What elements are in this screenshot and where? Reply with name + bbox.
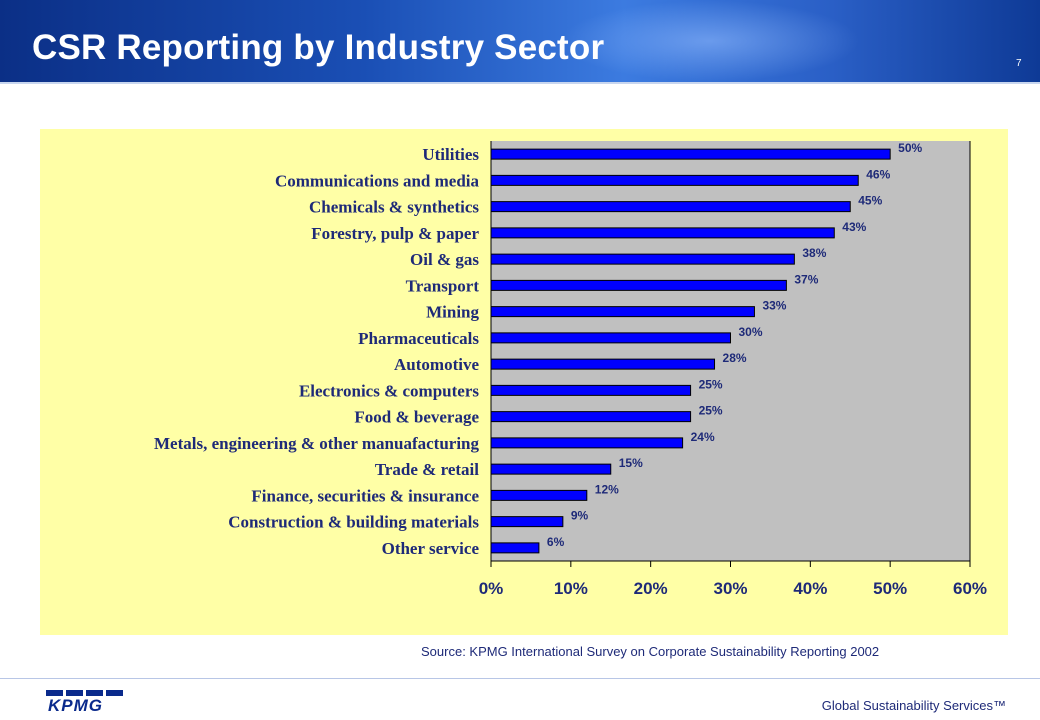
data-label: 28% bbox=[723, 351, 747, 365]
category-label: Food & beverage bbox=[354, 408, 479, 427]
bar bbox=[490, 542, 540, 554]
data-label: 24% bbox=[691, 430, 715, 444]
bar bbox=[490, 332, 731, 344]
data-label: 12% bbox=[595, 482, 619, 496]
data-label: 33% bbox=[762, 299, 786, 313]
source-note: Source: KPMG International Survey on Cor… bbox=[421, 644, 880, 659]
bar bbox=[490, 516, 564, 528]
x-tick-label: 0% bbox=[479, 579, 504, 598]
category-label: Transport bbox=[406, 276, 480, 295]
category-label: Automotive bbox=[394, 355, 479, 374]
chart-panel: 50% Utilities 46% Communications and media 4… bbox=[40, 129, 1008, 635]
x-tick-label: 50% bbox=[873, 579, 907, 598]
category-label: Pharmaceuticals bbox=[358, 329, 479, 348]
slide-header: CSR Reporting by Industry Sector 7 bbox=[0, 0, 1040, 82]
category-label: Trade & retail bbox=[375, 460, 479, 479]
data-label: 25% bbox=[699, 377, 723, 391]
header-divider bbox=[0, 82, 1040, 84]
data-label: 9% bbox=[571, 509, 589, 523]
kpmg-logo: KPMG bbox=[44, 688, 126, 716]
data-label: 38% bbox=[802, 246, 826, 260]
category-label: Other service bbox=[382, 539, 480, 558]
data-label: 50% bbox=[898, 141, 922, 155]
category-label: Finance, securities & insurance bbox=[251, 486, 479, 505]
bar bbox=[490, 174, 859, 186]
data-label: 30% bbox=[739, 325, 763, 339]
category-label: Chemicals & synthetics bbox=[309, 198, 479, 217]
category-label: Electronics & computers bbox=[299, 381, 479, 400]
data-label: 25% bbox=[699, 404, 723, 418]
bar bbox=[490, 148, 891, 160]
category-label: Metals, engineering & other manuafacturi… bbox=[154, 434, 480, 453]
bar bbox=[490, 384, 692, 396]
x-tick-label: 40% bbox=[793, 579, 827, 598]
footer-divider bbox=[0, 678, 1040, 679]
x-tick-label: 60% bbox=[953, 579, 987, 598]
bar bbox=[490, 489, 588, 501]
data-label: 15% bbox=[619, 456, 643, 470]
data-label: 45% bbox=[858, 194, 882, 208]
x-tick-label: 30% bbox=[713, 579, 747, 598]
bar bbox=[490, 201, 851, 213]
category-label: Utilities bbox=[422, 145, 479, 164]
bar bbox=[490, 227, 835, 239]
category-label: Mining bbox=[426, 303, 479, 322]
bar bbox=[490, 463, 612, 475]
data-label: 6% bbox=[547, 535, 565, 549]
category-label: Forestry, pulp & paper bbox=[311, 224, 479, 243]
data-label: 43% bbox=[842, 220, 866, 234]
bar bbox=[490, 279, 787, 291]
logo-text: KPMG bbox=[48, 696, 103, 715]
page-number: 7 bbox=[1016, 58, 1022, 69]
bar bbox=[490, 306, 755, 318]
bar bbox=[490, 253, 795, 265]
data-label: 46% bbox=[866, 167, 890, 181]
category-label: Communications and media bbox=[275, 171, 480, 190]
bar-chart: 50% Utilities 46% Communications and media 4… bbox=[154, 141, 987, 598]
x-tick-label: 10% bbox=[554, 579, 588, 598]
footer-text: Global Sustainability Services™ bbox=[821, 698, 1006, 713]
bar bbox=[490, 411, 692, 423]
category-label: Oil & gas bbox=[410, 250, 479, 269]
bar bbox=[490, 437, 684, 449]
x-tick-label: 20% bbox=[634, 579, 668, 598]
header-glow bbox=[560, 0, 860, 82]
data-label: 37% bbox=[794, 272, 818, 286]
slide-title: CSR Reporting by Industry Sector bbox=[32, 28, 605, 67]
category-label: Construction & building materials bbox=[228, 513, 479, 532]
bar bbox=[490, 358, 716, 370]
